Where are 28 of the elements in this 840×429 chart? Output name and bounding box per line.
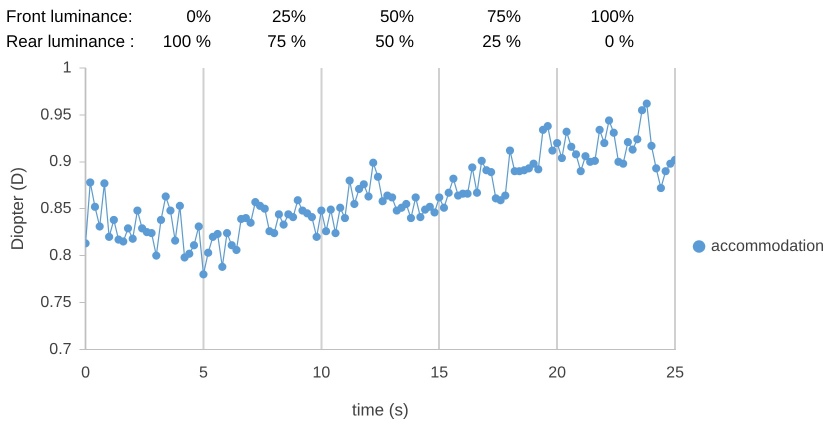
text: 100 %: [162, 31, 211, 53]
text: 75 %: [266, 31, 306, 53]
text: Rear luminance :: [6, 31, 136, 53]
x-tick-label: 0: [81, 364, 90, 382]
text: 75%: [486, 6, 521, 28]
text: 50%: [378, 6, 414, 28]
x-tick-label: 25: [666, 364, 684, 382]
y-tick-label: 0.85: [40, 200, 72, 218]
y-tick-label: 0.95: [40, 106, 72, 124]
text: 25%: [270, 6, 306, 28]
text: 25 %: [481, 31, 521, 53]
x-tick-label: 5: [198, 364, 208, 382]
text: 50 %: [374, 31, 414, 53]
text: 0 %: [604, 31, 634, 53]
text: 0%: [185, 6, 211, 28]
y-tick-label: 1: [62, 59, 72, 76]
x-axis-title: time (s): [352, 400, 409, 420]
y-axis-title: Diopter (D): [8, 167, 27, 250]
y-tick-label: 0.8: [49, 247, 72, 264]
legend-label: accommodation: [711, 238, 824, 255]
y-tick-label: 0.7: [49, 340, 72, 358]
text: 100%: [590, 6, 634, 28]
x-tick-label: 10: [312, 364, 330, 382]
y-tick-label: 0.9: [49, 153, 72, 170]
text: Front luminance:: [6, 6, 134, 28]
x-tick-label: 20: [548, 364, 566, 382]
x-tick-label: 15: [430, 364, 448, 382]
y-tick-label: 0.75: [40, 294, 72, 311]
